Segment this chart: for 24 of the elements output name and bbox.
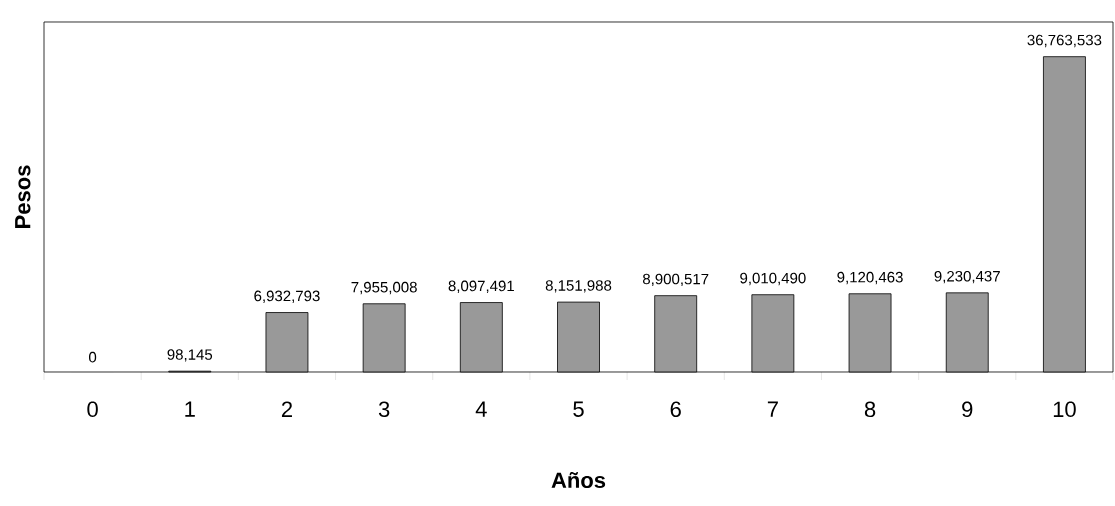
data-label: 8,151,988 xyxy=(545,280,612,293)
x-tick-label: 2 xyxy=(281,401,292,417)
data-label: 7,955,008 xyxy=(351,281,417,295)
x-tick-label: 9 xyxy=(962,401,973,418)
x-tick-label: 4 xyxy=(475,401,487,417)
data-label: 98,145 xyxy=(167,349,213,362)
data-label: 8,097,491 xyxy=(448,280,514,294)
x-tick-label: 8 xyxy=(864,401,876,418)
x-tick-label: 5 xyxy=(573,401,584,417)
x-axis-title: Años xyxy=(551,471,606,489)
data-label: 8,900,517 xyxy=(642,273,709,287)
data-label: 9,010,490 xyxy=(740,272,806,286)
x-tick-label: 7 xyxy=(767,401,778,417)
data-label: 6,932,793 xyxy=(254,290,320,303)
x-tick-label: 1 xyxy=(185,401,195,417)
data-label: 9,120,463 xyxy=(837,271,903,285)
data-label: 36,763,533 xyxy=(1027,34,1102,48)
data-label: 0 xyxy=(89,351,97,363)
y-axis-title: Pesos xyxy=(15,165,31,228)
x-tick-label: 10 xyxy=(1053,401,1076,418)
data-label: 9,230,437 xyxy=(934,270,1000,284)
x-tick-label: 6 xyxy=(670,401,681,418)
x-tick-label: 3 xyxy=(378,401,390,418)
x-tick-label: 0 xyxy=(87,401,98,418)
